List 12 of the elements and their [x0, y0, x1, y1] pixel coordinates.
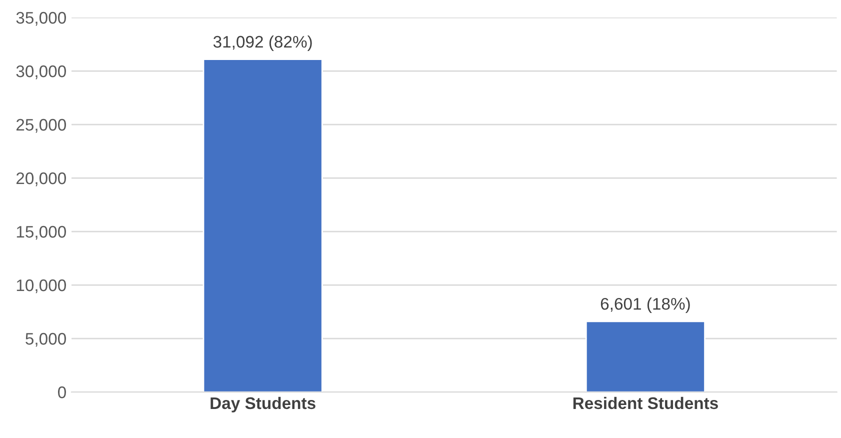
x-tick-label: Resident Students [573, 396, 718, 410]
y-tick-label: 0 [58, 386, 66, 398]
y-tick-label: 35,000 [16, 12, 66, 26]
data-label: 6,601 (18%) [600, 298, 690, 314]
data-label: 31,092 (82%) [213, 35, 312, 51]
y-tick-label: 10,000 [16, 279, 66, 294]
y-tick-label: 20,000 [16, 172, 66, 186]
y-tick-label: 15,000 [16, 226, 66, 240]
y-tick-label: 5,000 [26, 332, 66, 347]
x-tick-label: Day Students [210, 396, 316, 412]
y-tick-label: 30,000 [16, 65, 66, 80]
y-tick-label: 25,000 [16, 118, 66, 133]
